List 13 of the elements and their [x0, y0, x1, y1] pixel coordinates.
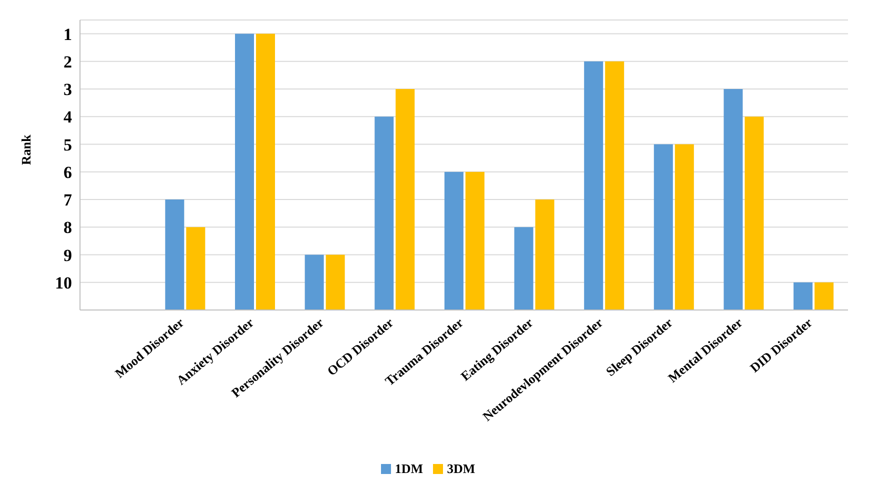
y-axis-title: Rank	[18, 134, 34, 165]
y-tick-label: 3	[64, 80, 72, 100]
y-tick-label: 4	[64, 108, 72, 127]
y-tick-label: 7	[64, 190, 72, 210]
y-tick-label: 9	[64, 246, 72, 265]
legend-label: 1DM	[394, 461, 423, 476]
legend-label: 3DM	[447, 461, 476, 476]
y-tick-label: 2	[64, 52, 72, 72]
y-tick-label: 5	[64, 135, 72, 154]
y-tick-label: 8	[64, 218, 72, 238]
y-tick-label: 10	[55, 273, 72, 292]
y-tick-label: 6	[64, 162, 72, 182]
y-tick-label: 1	[64, 24, 72, 44]
